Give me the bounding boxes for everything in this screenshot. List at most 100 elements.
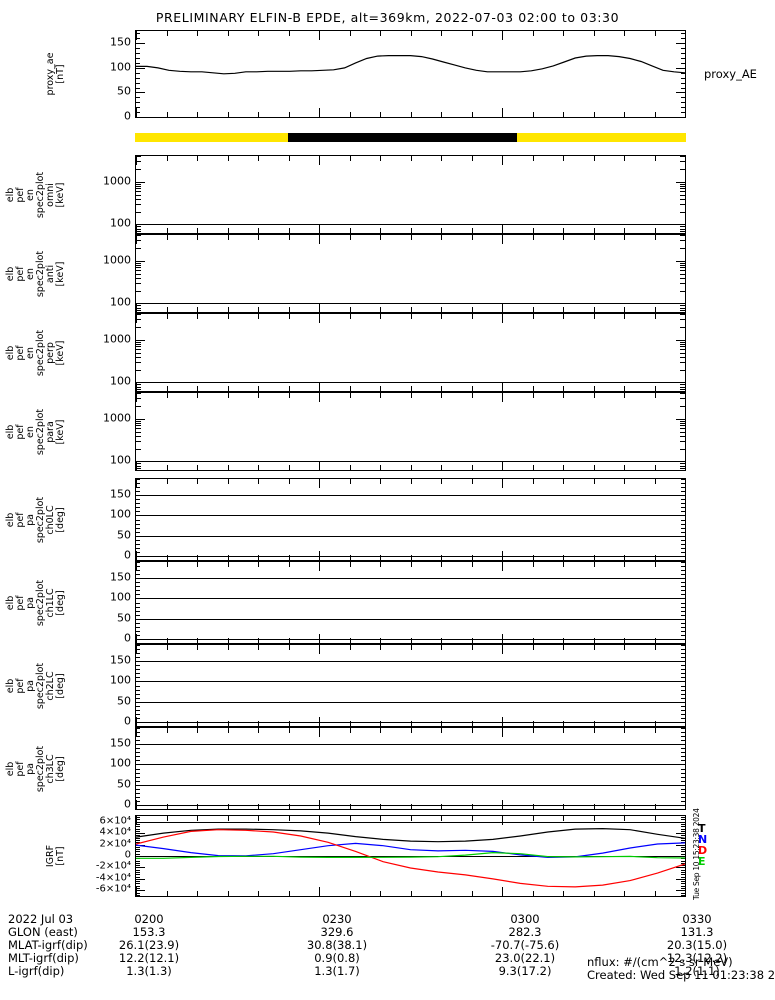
- x-tick: [227, 645, 229, 650]
- y-minor-tick: [680, 349, 685, 351]
- y-axis-label-igrf: [nT]: [55, 846, 66, 866]
- y-major-tick: [676, 844, 685, 846]
- x-tick: [227, 228, 229, 233]
- y-minor-tick: [136, 343, 141, 345]
- x-tick: [685, 224, 686, 233]
- y-minor-tick: [681, 649, 685, 651]
- y-minor-tick: [680, 198, 685, 200]
- y-minor-tick: [136, 211, 141, 213]
- panel-pa-ch3lc: [135, 727, 686, 810]
- x-tick: [441, 479, 442, 484]
- gridline: [136, 555, 685, 557]
- x-tick: [380, 31, 381, 36]
- x-tick: [654, 156, 656, 161]
- y-minor-tick: [681, 881, 685, 883]
- y-minor-tick: [680, 314, 685, 315]
- x-tick: [563, 156, 564, 161]
- y-minor-tick: [136, 393, 141, 394]
- x-tick: [441, 31, 442, 36]
- x-tick: [319, 461, 320, 470]
- x-tick: [380, 314, 381, 319]
- gridline: [136, 638, 685, 640]
- y-tick-label-proxy-ae: 100: [110, 60, 131, 74]
- y-minor-tick: [681, 851, 685, 853]
- x-tick: [471, 728, 473, 733]
- y-minor-tick: [136, 247, 141, 249]
- cell-c0-r0: 0200: [134, 912, 164, 926]
- y-minor-tick: [136, 468, 141, 470]
- x-tick: [563, 638, 564, 643]
- panel-pa-ch2lc: [135, 644, 686, 727]
- y-minor-tick: [136, 523, 140, 525]
- gridline: [136, 681, 685, 683]
- y-minor-tick: [136, 809, 140, 810]
- y-minor-tick: [680, 428, 685, 430]
- x-tick: [288, 804, 290, 809]
- x-tick: [593, 728, 595, 733]
- y-minor-tick: [681, 809, 685, 810]
- x-tick: [380, 638, 381, 643]
- x-tick: [227, 393, 229, 398]
- y-minor-tick: [136, 260, 145, 262]
- y-minor-tick: [136, 262, 141, 264]
- x-tick: [227, 386, 229, 391]
- x-tick: [166, 638, 168, 643]
- x-tick: [166, 393, 168, 398]
- gridline: [136, 721, 685, 723]
- nflux-note: nflux: #/(cm^2 s sr MeV): [587, 955, 733, 969]
- x-tick: [532, 728, 534, 733]
- y-minor-tick: [136, 788, 140, 790]
- cell-c2-r4: 9.3(17.2): [498, 964, 552, 978]
- y-minor-tick: [681, 796, 685, 798]
- y-minor-tick: [136, 551, 140, 553]
- y-minor-tick: [136, 560, 140, 561]
- y-minor-tick: [681, 606, 685, 608]
- y-minor-tick: [136, 830, 140, 832]
- x-tick: [319, 479, 320, 488]
- y-minor-tick: [680, 156, 685, 157]
- x-tick: [319, 303, 320, 312]
- x-tick: [654, 235, 656, 240]
- cell-c3-r1: 131.3: [680, 925, 714, 939]
- x-tick: [685, 562, 686, 571]
- y-minor-tick: [681, 87, 685, 89]
- x-tick: [654, 31, 656, 36]
- y-minor-tick: [136, 828, 140, 830]
- y-major-tick: [676, 67, 685, 69]
- y-minor-tick: [136, 547, 140, 549]
- y-minor-tick: [681, 107, 685, 109]
- x-tick: [197, 235, 198, 240]
- cell-c1-r4: 1.3(1.7): [314, 964, 360, 978]
- y-axis-label-pa-ch3lc: [deg]: [55, 755, 66, 782]
- x-tick: [380, 816, 381, 821]
- y-minor-tick: [681, 547, 685, 549]
- x-tick: [136, 393, 137, 402]
- x-tick: [258, 562, 259, 567]
- x-tick: [441, 816, 442, 821]
- y-minor-tick: [136, 752, 140, 754]
- y-minor-tick: [136, 874, 140, 876]
- x-tick: [349, 638, 351, 643]
- x-tick: [441, 228, 442, 233]
- x-tick: [288, 465, 290, 470]
- y-minor-tick: [681, 487, 685, 489]
- series-proxy-ae: [136, 55, 685, 75]
- y-minor-tick: [136, 305, 141, 307]
- x-tick: [166, 156, 168, 161]
- x-tick: [319, 551, 320, 560]
- x-tick: [380, 728, 381, 733]
- gridline: [136, 744, 685, 746]
- y-minor-tick: [681, 590, 685, 592]
- x-tick: [380, 393, 381, 398]
- y-minor-tick: [136, 112, 140, 114]
- x-tick: [197, 891, 198, 896]
- y-minor-tick: [681, 33, 685, 35]
- x-tick: [654, 555, 656, 560]
- y-minor-tick: [136, 645, 140, 646]
- y-tick-label-pa-ch3lc: 100: [110, 756, 131, 770]
- y-minor-tick: [681, 527, 685, 529]
- y-tick-label-pa-ch2lc: 0: [124, 714, 131, 728]
- x-tick: [471, 465, 473, 470]
- y-minor-tick: [136, 862, 140, 864]
- x-tick: [441, 721, 442, 726]
